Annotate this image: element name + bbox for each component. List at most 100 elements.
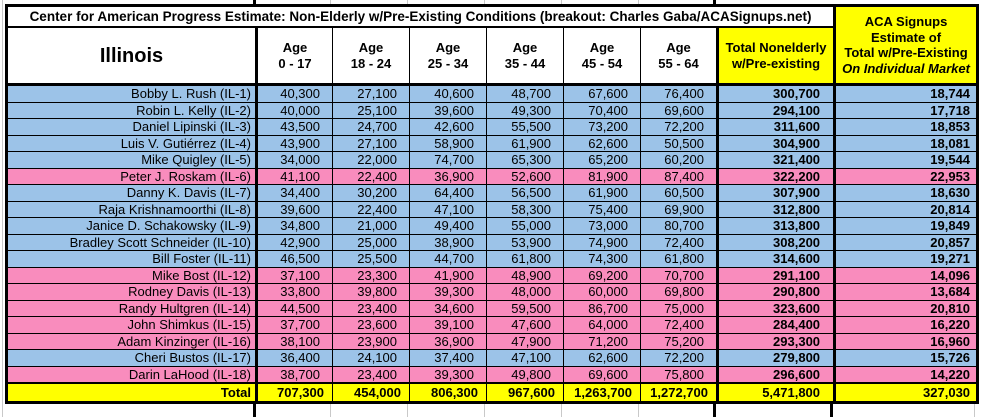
total-header-line: w/Pre-existing	[731, 55, 821, 71]
age-value-cell: 44,700	[409, 250, 487, 268]
age-header-bottom: 18 - 24	[350, 55, 392, 71]
age-value-cell: 22,000	[332, 151, 410, 169]
total-nonelderly-cell: 322,200	[715, 167, 837, 185]
age-value-cell: 47,600	[486, 316, 564, 334]
aca-estimate-cell: 13,684	[834, 283, 979, 301]
col-header-age-0-17: Age 0 - 17	[256, 26, 333, 86]
table-title: Center for American Progress Estimate: N…	[6, 5, 835, 28]
age-value-cell: 69,600	[640, 101, 718, 119]
col-header-total-nonelderly: Total Nonelderly w/Pre-existing	[715, 26, 837, 86]
district-name-cell: Raja Krishnamoorthi (IL-8)	[6, 200, 258, 218]
age-value-cell: 42,900	[256, 233, 333, 251]
spreadsheet-gridline	[713, 0, 716, 4]
district-name-cell: Mike Quigley (IL-5)	[6, 151, 258, 169]
spreadsheet-gridline	[638, 404, 639, 417]
age-value-cell: 22,400	[332, 200, 410, 218]
age-header-bottom: 25 - 34	[427, 55, 469, 71]
age-value-cell: 72,400	[640, 316, 718, 334]
age-value-cell: 40,000	[256, 101, 333, 119]
district-row: John Shimkus (IL-15) 37,700 23,600 39,100 47…	[6, 316, 979, 334]
aca-estimate-cell: 16,960	[834, 332, 979, 350]
age-value-cell: 23,600	[332, 316, 410, 334]
district-row: Janice D. Schakowsky (IL-9) 34,800 21,000 4…	[6, 217, 979, 235]
age-value-cell: 55,000	[486, 217, 564, 235]
age-value-cell: 25,500	[332, 250, 410, 268]
age-value-cell: 69,600	[563, 365, 641, 384]
age-value-cell: 38,700	[256, 365, 333, 384]
district-row: Bobby L. Rush (IL-1) 40,300 27,100 40,600 48…	[6, 84, 979, 103]
district-name-cell: Peter J. Roskam (IL-6)	[6, 167, 258, 185]
district-row: Mike Bost (IL-12) 37,100 23,300 41,900 48,90…	[6, 266, 979, 284]
age-value-cell: 38,900	[409, 233, 487, 251]
aca-estimate-cell: 19,271	[834, 250, 979, 268]
total-nonelderly-cell: 293,300	[715, 332, 837, 350]
district-row: Randy Hultgren (IL-14) 44,500 23,400 34,600…	[6, 299, 979, 317]
age-value-cell: 707,300	[256, 382, 333, 403]
age-header-bottom: 0 - 17	[278, 55, 312, 71]
aca-estimate-cell: 20,814	[834, 200, 979, 218]
age-value-cell: 49,400	[409, 217, 487, 235]
district-name-cell: Darin LaHood (IL-18)	[6, 365, 258, 384]
aca-estimate-cell: 17,718	[834, 101, 979, 119]
age-value-cell: 75,200	[640, 332, 718, 350]
district-row: Mike Quigley (IL-5) 34,000 22,000 74,700 65,…	[6, 151, 979, 169]
aca-estimate-cell: 16,220	[834, 316, 979, 334]
spreadsheet-gridline	[638, 0, 639, 4]
district-name-cell: Danny K. Davis (IL-7)	[6, 184, 258, 202]
age-value-cell: 36,400	[256, 349, 333, 367]
age-value-cell: 72,400	[640, 233, 718, 251]
district-row: Luis V. Gutiérrez (IL-4) 43,900 27,100 58,9…	[6, 134, 979, 152]
age-value-cell: 75,000	[640, 299, 718, 317]
spreadsheet-gridline	[974, 404, 975, 417]
age-value-cell: 806,300	[409, 382, 487, 403]
total-nonelderly-cell: 296,600	[715, 365, 837, 384]
aca-column-header: ACA Signups Estimate of Total w/Pre-Exis…	[833, 5, 978, 86]
total-nonelderly-cell: 314,600	[715, 250, 837, 268]
total-nonelderly-cell: 307,900	[715, 184, 837, 202]
age-value-cell: 24,700	[332, 118, 410, 136]
age-value-cell: 37,100	[256, 266, 333, 284]
age-value-cell: 39,100	[409, 316, 487, 334]
age-value-cell: 36,900	[409, 332, 487, 350]
spreadsheet-gridline	[484, 0, 485, 4]
spreadsheet-gridline	[713, 404, 716, 417]
age-value-cell: 72,200	[640, 349, 718, 367]
age-value-cell: 40,300	[256, 84, 333, 103]
spreadsheet-gridline	[330, 404, 331, 417]
aca-estimate-cell: 18,630	[834, 184, 979, 202]
age-value-cell: 44,500	[256, 299, 333, 317]
age-value-cell: 69,900	[640, 200, 718, 218]
aca-header-line: On Individual Market	[842, 60, 970, 76]
age-value-cell: 39,300	[409, 283, 487, 301]
total-nonelderly-cell: 311,600	[715, 118, 837, 136]
spreadsheet-gridline	[561, 404, 562, 417]
table-body: Bobby L. Rush (IL-1) 40,300 27,100 40,600 48…	[6, 84, 979, 403]
col-header-age-35-44: Age 35 - 44	[486, 26, 564, 86]
age-value-cell: 23,900	[332, 332, 410, 350]
age-value-cell: 30,200	[332, 184, 410, 202]
aca-header-line: Total w/Pre-Existing	[844, 45, 968, 60]
district-name-cell: Randy Hultgren (IL-14)	[6, 299, 258, 317]
total-label-cell: Total	[6, 382, 258, 403]
aca-estimate-cell: 14,220	[834, 365, 979, 384]
age-value-cell: 60,200	[640, 151, 718, 169]
age-value-cell: 59,500	[486, 299, 564, 317]
aca-estimate-cell: 14,096	[834, 266, 979, 284]
age-value-cell: 46,500	[256, 250, 333, 268]
age-value-cell: 64,400	[409, 184, 487, 202]
age-value-cell: 34,400	[256, 184, 333, 202]
aca-preexisting-table: Center for American Progress Estimate: N…	[5, 4, 980, 404]
age-value-cell: 41,900	[409, 266, 487, 284]
age-value-cell: 80,700	[640, 217, 718, 235]
age-value-cell: 61,800	[640, 250, 718, 268]
aca-header-line: Estimate of	[870, 29, 942, 45]
age-value-cell: 34,000	[256, 151, 333, 169]
aca-estimate-cell: 327,030	[834, 382, 979, 403]
age-value-cell: 87,400	[640, 167, 718, 185]
total-header-line: Total Nonelderly	[725, 39, 827, 55]
age-value-cell: 50,500	[640, 134, 718, 152]
district-row: Bradley Scott Schneider (IL-10) 42,900 25,…	[6, 233, 979, 251]
age-value-cell: 70,700	[640, 266, 718, 284]
district-name-cell: Adam Kinzinger (IL-16)	[6, 332, 258, 350]
